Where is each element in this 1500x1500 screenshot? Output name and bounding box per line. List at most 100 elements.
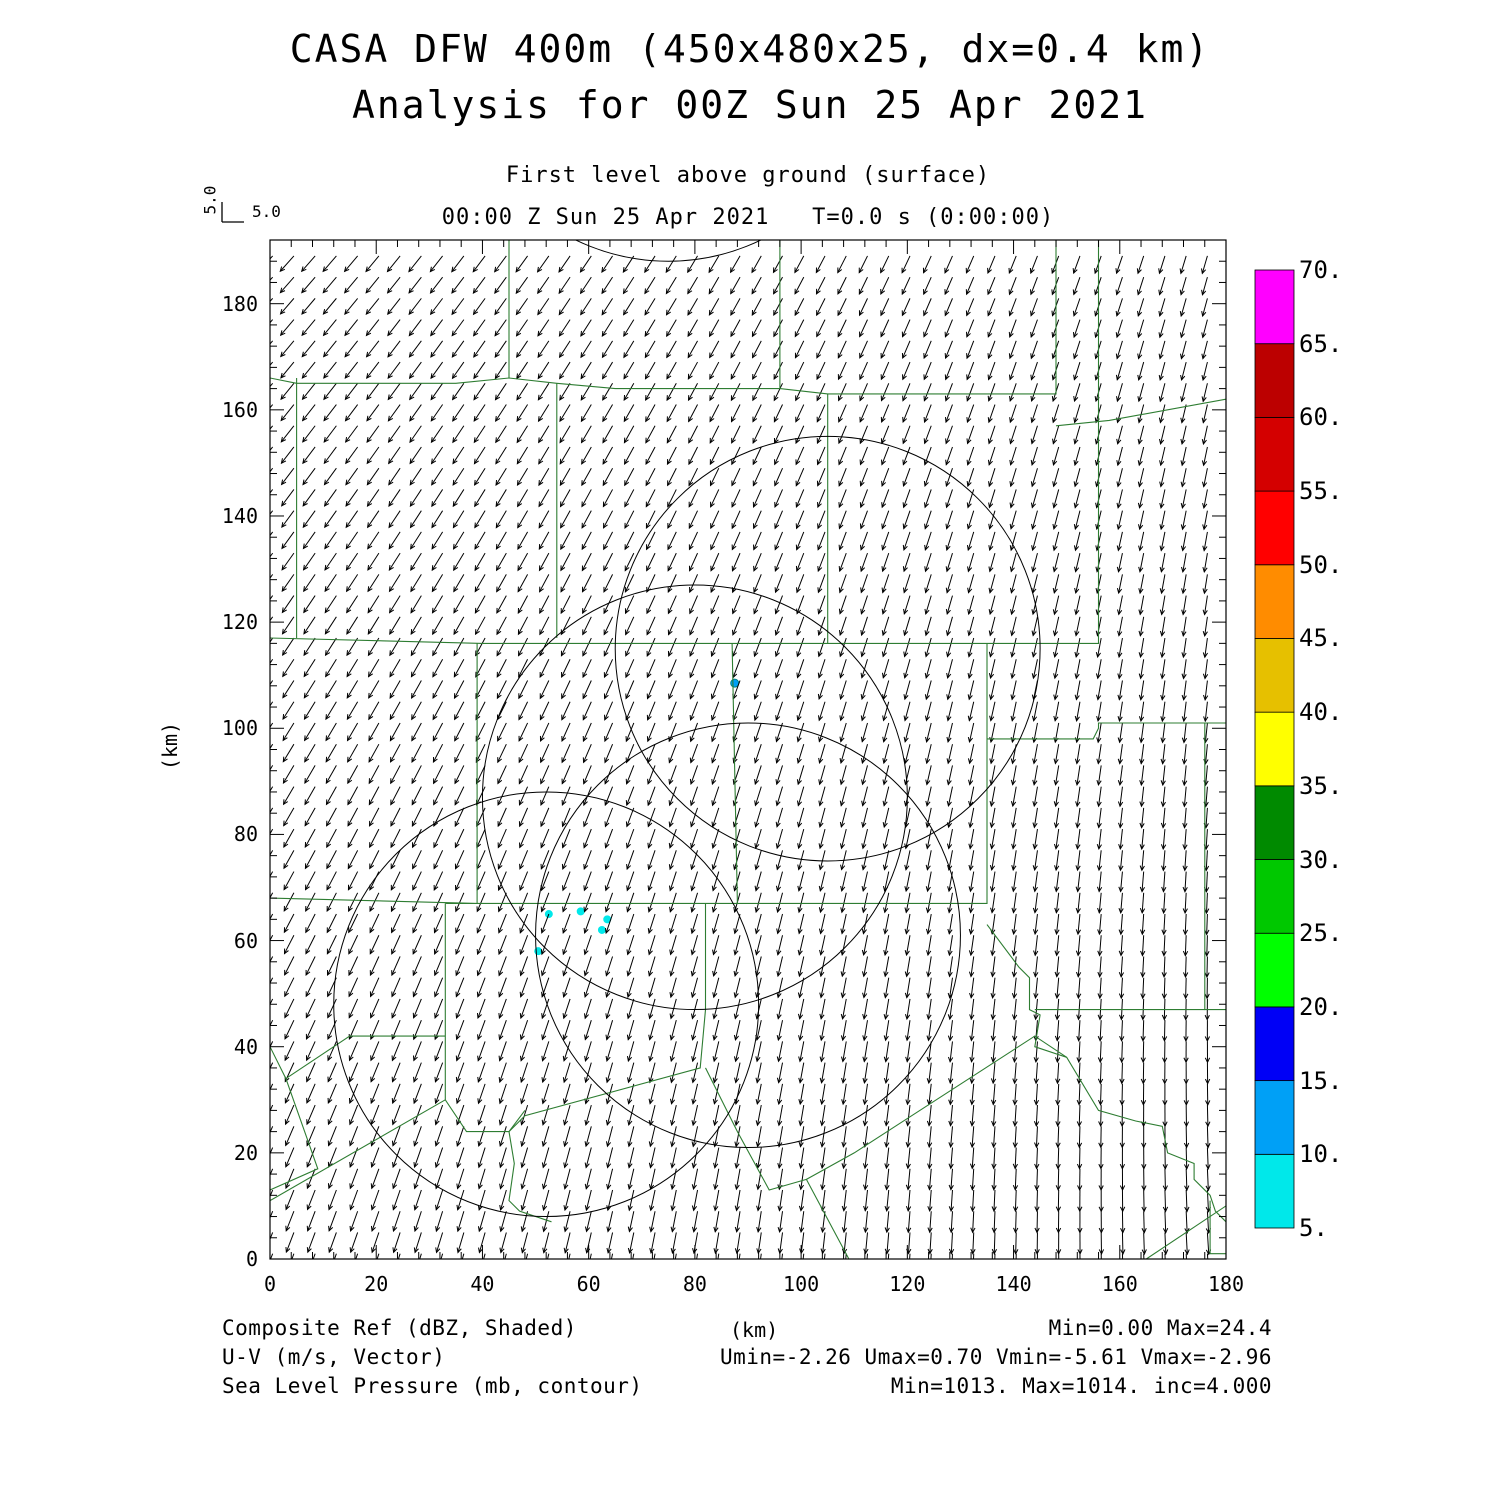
wind-vector-head	[1137, 502, 1144, 509]
wind-vector-head	[282, 650, 288, 657]
wind-vector	[326, 807, 337, 826]
wind-vector-head	[708, 309, 714, 316]
wind-vector	[495, 383, 507, 400]
wind-vector	[473, 340, 486, 358]
wind-vector	[411, 701, 422, 720]
wind-vector	[1141, 935, 1145, 956]
wind-vector-head	[563, 1183, 569, 1190]
wind-vector-head	[1183, 1121, 1190, 1128]
wind-vector-head	[263, 863, 267, 868]
wind-vector-head	[475, 671, 481, 678]
wind-vector	[282, 659, 295, 677]
wind-vector-head	[329, 1269, 333, 1274]
wind-vector	[734, 935, 741, 955]
wind-vector	[478, 1168, 486, 1189]
wind-vector	[602, 404, 613, 422]
wind-vector	[987, 319, 996, 338]
wind-vector-head	[817, 587, 823, 594]
wind-vector	[1163, 935, 1166, 956]
wind-vector	[669, 807, 677, 827]
wind-vector	[647, 680, 656, 699]
wind-vector-head	[264, 1140, 268, 1145]
wind-vector-head	[1055, 1057, 1061, 1064]
wind-vector	[712, 871, 720, 891]
wind-vector	[1162, 871, 1166, 892]
wind-vector	[966, 276, 975, 295]
wind-vector-head	[499, 1204, 505, 1212]
wind-vector	[518, 701, 529, 720]
wind-vector	[796, 574, 805, 593]
wind-vector-head	[520, 1098, 526, 1105]
wind-vector	[390, 871, 401, 891]
wind-vector	[710, 552, 720, 571]
wind-vector-head	[432, 757, 438, 764]
wind-vector-head	[454, 714, 459, 721]
wind-vector	[692, 1062, 699, 1083]
wind-vector-head	[410, 586, 416, 593]
wind-vector	[1119, 786, 1123, 807]
wind-vector	[971, 1083, 975, 1105]
wind-vector-head	[690, 949, 696, 956]
wind-vector	[731, 489, 741, 508]
wind-vector-head	[966, 395, 972, 402]
wind-vector	[606, 1062, 614, 1083]
wind-vector	[966, 340, 975, 359]
wind-vector	[562, 956, 571, 976]
wind-vector	[452, 489, 465, 507]
wind-vector	[1034, 871, 1038, 892]
wind-vector-head	[1032, 929, 1039, 936]
wind-vector-head	[455, 1055, 461, 1062]
wind-vector	[859, 361, 868, 380]
wind-vector-head	[520, 1226, 526, 1233]
wind-vector-head	[1034, 1163, 1040, 1170]
wind-vector	[1180, 340, 1187, 359]
wind-vector-head	[755, 1056, 761, 1063]
wind-vector-head	[988, 609, 994, 616]
wind-vector	[302, 404, 316, 421]
wind-vector-head	[987, 353, 993, 360]
wind-vector	[435, 1189, 444, 1210]
wind-vector	[304, 828, 316, 848]
wind-vector	[285, 1232, 295, 1253]
wind-vector	[495, 425, 507, 443]
wind-vector-head	[904, 992, 911, 999]
wind-vector	[1116, 340, 1123, 359]
wind-vector	[498, 977, 507, 997]
wind-vector-head	[1053, 779, 1059, 786]
wind-vector-head	[795, 395, 800, 402]
wind-vector-head	[1117, 673, 1123, 680]
wind-vector	[667, 510, 677, 529]
wind-vector	[821, 1168, 826, 1190]
wind-vector	[306, 1019, 316, 1040]
wind-vector	[1074, 446, 1081, 466]
wind-vector-head	[923, 353, 929, 360]
wind-vector-head	[1158, 417, 1165, 424]
wind-vector	[797, 722, 805, 742]
wind-vector	[906, 956, 911, 977]
wind-vector	[367, 510, 380, 528]
wind-vector	[1160, 468, 1166, 487]
wind-vector	[474, 467, 486, 486]
wind-vector-head	[562, 1034, 568, 1041]
wind-vector-head	[967, 630, 973, 637]
wind-vector-head	[561, 778, 567, 785]
wind-vector	[387, 383, 401, 400]
wind-vector-head	[325, 756, 331, 763]
wind-vector	[925, 552, 932, 572]
wind-vector	[410, 531, 422, 550]
wind-vector-head	[519, 970, 525, 977]
wind-vector-head	[414, 1269, 418, 1274]
wind-vector-head	[924, 608, 930, 615]
wind-vector-head	[1010, 758, 1016, 765]
wind-vector	[837, 255, 847, 273]
wind-vector	[966, 319, 975, 337]
wind-vector-head	[945, 630, 952, 637]
wind-vector-head	[327, 1076, 333, 1083]
wind-vector	[604, 680, 614, 699]
wind-vector-head	[581, 501, 587, 508]
x-tick-label: 180	[1207, 1272, 1245, 1296]
wind-vector-head	[1008, 374, 1014, 381]
wind-vector-head	[773, 352, 779, 359]
wind-vector	[410, 616, 422, 635]
wind-vector-head	[624, 586, 630, 593]
